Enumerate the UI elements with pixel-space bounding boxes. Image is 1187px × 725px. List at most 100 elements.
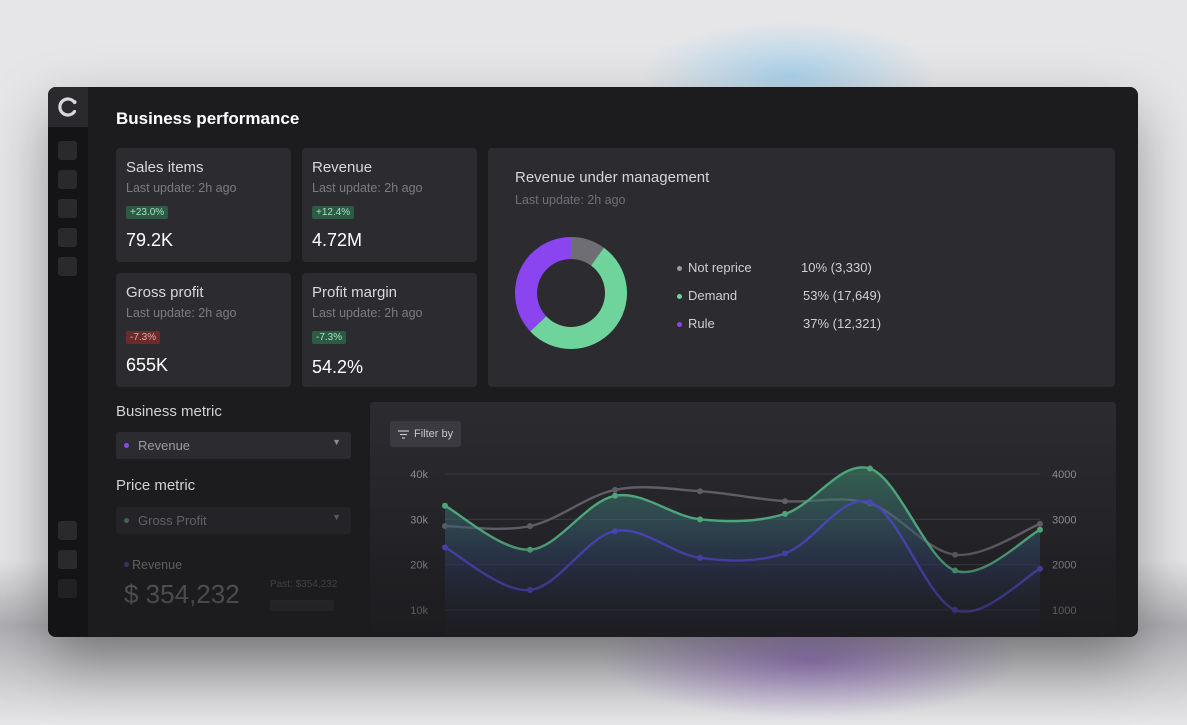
- y-tick-left: 40k: [410, 469, 428, 481]
- data-point[interactable]: [952, 607, 958, 613]
- caret-down-icon: ▼: [332, 437, 341, 447]
- price-metric-dropdown[interactable]: Gross Profit ▼: [116, 507, 351, 534]
- price-metric-label: Price metric: [116, 477, 196, 494]
- kpi-value: 655K: [126, 355, 169, 375]
- data-point[interactable]: [527, 523, 533, 530]
- business-metric-dropdown[interactable]: Revenue ▼: [116, 432, 351, 459]
- legend-dot: [677, 322, 682, 328]
- legend-dot: [677, 266, 682, 272]
- y-tick-left: 20k: [410, 560, 428, 572]
- sidebar-item-3[interactable]: [58, 199, 77, 218]
- kpi-change-badge: +23.0%: [126, 206, 169, 219]
- donut-slice-rule[interactable]: [515, 237, 571, 332]
- kpi-card-profit-margin[interactable]: Profit margin Last update: 2h ago -7.3% …: [302, 273, 477, 387]
- revenue-dot: [124, 562, 129, 567]
- kpi-card-sales-items[interactable]: Sales items Last update: 2h ago +23.0% 7…: [116, 148, 291, 262]
- data-point[interactable]: [442, 544, 448, 551]
- revenue-under-management-card: Revenue under management Last update: 2h…: [488, 148, 1115, 387]
- data-point[interactable]: [697, 516, 703, 523]
- y-tick-right: 4000: [1052, 469, 1076, 481]
- data-point[interactable]: [1037, 565, 1043, 572]
- revenue-summary-past: Past: $354,232: [270, 579, 338, 590]
- filter-label: Filter by: [414, 428, 454, 440]
- y-tick-left: 10k: [410, 605, 428, 617]
- donut-slice-not-reprice[interactable]: [571, 237, 604, 266]
- revenue-summary-value: $ 354,232: [124, 579, 240, 609]
- kpi-change-badge: -7.3%: [312, 331, 347, 344]
- y-tick-right: 1000: [1052, 605, 1076, 617]
- series-area-1: [445, 467, 1040, 637]
- kpi-card-revenue[interactable]: Revenue Last update: 2h ago +12.4% 4.72M: [302, 148, 477, 262]
- donut-slice-demand[interactable]: [530, 247, 627, 349]
- legend-item-not-reprice: Not reprice: [677, 260, 752, 275]
- filter-icon: [398, 429, 409, 439]
- data-point[interactable]: [527, 546, 533, 553]
- kpi-title: Profit margin: [312, 284, 398, 301]
- data-point[interactable]: [782, 510, 788, 517]
- data-point[interactable]: [952, 551, 958, 558]
- sidebar-item-7[interactable]: [58, 550, 77, 569]
- kpi-updated: Last update: 2h ago: [312, 181, 423, 195]
- data-point[interactable]: [782, 550, 788, 557]
- dashboard-window: Business performance Sales items Last up…: [48, 87, 1138, 637]
- y-tick-right: 2000: [1052, 560, 1076, 572]
- legend-item-demand: Demand: [677, 288, 737, 303]
- metric-color-dot: [124, 518, 129, 523]
- legend-label: Rule: [688, 316, 715, 331]
- line-chart: 40k 4000 30k 3000 20k 2000 10k 1000: [410, 465, 1076, 637]
- kpi-updated: Last update: 2h ago: [126, 181, 237, 195]
- dropdown-value: Revenue: [138, 438, 191, 453]
- data-point[interactable]: [867, 499, 873, 506]
- kpi-change-badge: +12.4%: [312, 206, 355, 219]
- sidebar-item-8[interactable]: [58, 579, 77, 598]
- kpi-title: Sales items: [126, 159, 204, 176]
- caret-down-icon: ▼: [332, 512, 341, 522]
- data-point[interactable]: [612, 528, 618, 535]
- kpi-card-gross-profit[interactable]: Gross profit Last update: 2h ago -7.3% 6…: [116, 273, 291, 387]
- business-metric-label: Business metric: [116, 403, 222, 420]
- y-tick-left: 30k: [410, 514, 428, 526]
- data-point[interactable]: [612, 492, 618, 499]
- sidebar-item-5[interactable]: [58, 257, 77, 276]
- data-point[interactable]: [612, 486, 618, 493]
- data-point[interactable]: [867, 465, 873, 472]
- legend-dot: [677, 294, 682, 300]
- legend-label: Not reprice: [688, 260, 752, 275]
- kpi-value: 4.72M: [312, 230, 363, 250]
- revenue-summary-label: Revenue: [132, 558, 183, 572]
- sidebar: [48, 87, 88, 637]
- legend-value: 53% (17,649): [803, 288, 882, 303]
- logo[interactable]: [48, 87, 88, 127]
- kpi-change-badge: -7.3%: [126, 331, 161, 344]
- sidebar-item-4[interactable]: [58, 228, 77, 247]
- logo-icon: [58, 97, 77, 117]
- data-point[interactable]: [782, 498, 788, 505]
- kpi-updated: Last update: 2h ago: [312, 306, 423, 320]
- filter-button[interactable]: Filter by: [390, 421, 462, 447]
- page-title: Business performance: [116, 109, 300, 128]
- sidebar-item-6[interactable]: [58, 521, 77, 540]
- donut-chart: [515, 237, 627, 349]
- revenue-summary-badge: [270, 600, 334, 611]
- dropdown-value: Gross Profit: [138, 513, 207, 528]
- data-point[interactable]: [1037, 526, 1043, 533]
- data-point[interactable]: [527, 587, 533, 594]
- y-tick-right: 3000: [1052, 514, 1076, 526]
- data-point[interactable]: [442, 502, 448, 509]
- data-point[interactable]: [1037, 520, 1043, 527]
- data-point[interactable]: [697, 488, 703, 495]
- legend-label: Demand: [688, 288, 738, 303]
- kpi-value: 79.2K: [126, 230, 174, 250]
- legend-item-rule: Rule: [677, 316, 715, 331]
- data-point[interactable]: [697, 554, 703, 561]
- sidebar-item-1[interactable]: [58, 141, 77, 160]
- legend-value: 10% (3,330): [801, 260, 872, 275]
- kpi-title: Gross profit: [126, 284, 204, 301]
- kpi-title: Revenue: [312, 159, 373, 176]
- sidebar-item-2[interactable]: [58, 170, 77, 189]
- data-point[interactable]: [952, 567, 958, 574]
- legend-value: 37% (12,321): [803, 316, 882, 331]
- card-title: Revenue under management: [515, 169, 710, 186]
- metric-color-dot: [124, 443, 129, 448]
- kpi-value: 54.2%: [312, 357, 364, 377]
